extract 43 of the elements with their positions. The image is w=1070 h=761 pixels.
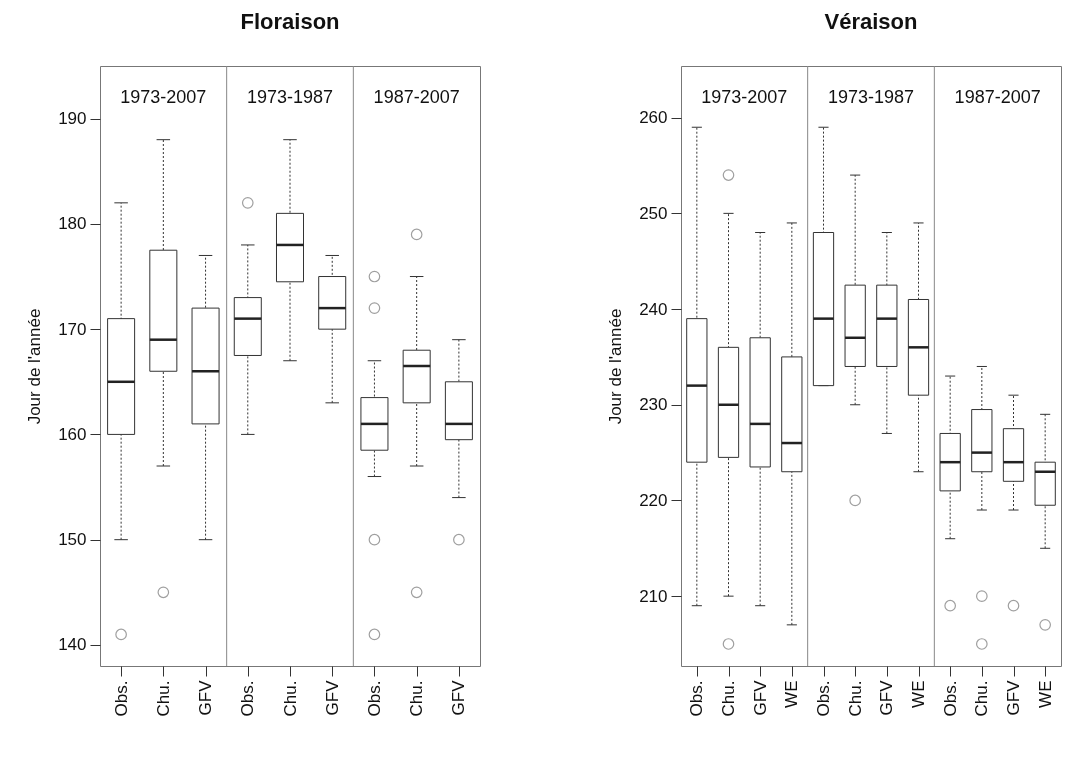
chart-title: Véraison <box>824 8 918 34</box>
y-tick-label: 230 <box>639 395 668 415</box>
x-tick-label: Chu. <box>845 680 865 717</box>
x-tick-label: Obs. <box>940 680 960 717</box>
x-tick-label: Chu. <box>972 680 992 717</box>
annotation: 1973-1987 <box>827 87 915 107</box>
x-tick-label: Obs. <box>687 680 707 717</box>
x-tick-label: WE <box>1035 680 1055 708</box>
y-axis-title: Jour de l'année <box>25 308 45 425</box>
y-tick-label: 220 <box>639 490 668 510</box>
x-tick-label: Chu. <box>719 680 738 717</box>
y-tick-label: 210 <box>639 586 668 606</box>
y-tick-label: 190 <box>58 109 87 129</box>
y-tick-label: 150 <box>58 530 87 550</box>
x-tick-label: GFV <box>196 679 216 716</box>
x-tick-label: GFV <box>449 679 469 716</box>
x-tick-label: GFV <box>1004 679 1023 716</box>
x-tick-label: Obs. <box>238 680 258 717</box>
y-tick-label: 250 <box>639 203 668 223</box>
x-tick-label: GFV <box>322 679 342 716</box>
y-tick-label: 180 <box>58 214 87 234</box>
annotation: 1973-2007 <box>701 87 788 107</box>
x-tick-label: Chu. <box>153 680 173 717</box>
x-tick-label: Obs. <box>814 680 833 717</box>
x-tick-label: Obs. <box>364 680 384 717</box>
y-tick-label: 240 <box>639 299 668 319</box>
annotation: 1973-2007 <box>120 87 207 107</box>
x-tick-label: Chu. <box>407 680 427 717</box>
x-tick-label: Obs. <box>111 680 131 717</box>
annotation: 1987-2007 <box>954 87 1041 107</box>
y-axis-title: Jour de l'année <box>606 308 626 425</box>
y-tick-label: 260 <box>639 108 668 128</box>
x-tick-label: WE <box>909 680 928 708</box>
x-tick-label: Chu. <box>280 680 300 717</box>
x-tick-label: WE <box>782 680 802 708</box>
x-tick-label: GFV <box>750 679 770 716</box>
annotation: 1973-1987 <box>246 87 334 107</box>
x-tick-label: GFV <box>877 679 897 716</box>
chart-title: Floraison <box>240 8 340 34</box>
y-tick-label: 170 <box>58 319 87 339</box>
y-tick-label: 140 <box>58 635 87 655</box>
y-tick-label: 160 <box>58 424 87 444</box>
annotation: 1987-2007 <box>373 87 460 107</box>
